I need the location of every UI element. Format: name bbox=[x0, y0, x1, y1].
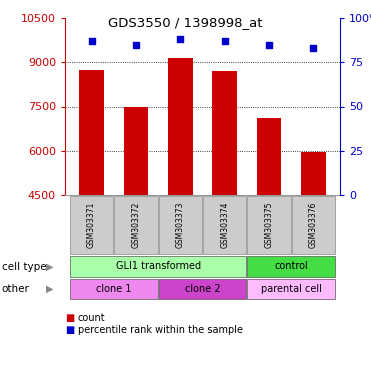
Text: GSM303372: GSM303372 bbox=[131, 202, 141, 248]
Text: GSM303374: GSM303374 bbox=[220, 202, 229, 248]
Text: ▶: ▶ bbox=[46, 284, 54, 294]
Text: parental cell: parental cell bbox=[261, 283, 322, 293]
Point bbox=[222, 38, 228, 44]
Text: GSM303376: GSM303376 bbox=[309, 202, 318, 248]
Bar bbox=[247, 195, 291, 255]
Text: GSM303375: GSM303375 bbox=[265, 202, 273, 248]
Text: percentile rank within the sample: percentile rank within the sample bbox=[78, 325, 243, 335]
Text: GLI1 transformed: GLI1 transformed bbox=[116, 261, 201, 271]
Point bbox=[311, 45, 316, 51]
Text: clone 1: clone 1 bbox=[96, 283, 132, 293]
Bar bbox=[247, 256, 335, 277]
Bar bbox=[70, 195, 114, 255]
Text: GSM303373: GSM303373 bbox=[176, 202, 185, 248]
Text: count: count bbox=[78, 313, 106, 323]
Bar bbox=[213, 71, 237, 195]
Bar bbox=[292, 195, 335, 255]
Bar bbox=[158, 195, 202, 255]
Text: ■: ■ bbox=[65, 313, 74, 323]
Bar bbox=[70, 279, 158, 299]
Bar bbox=[203, 195, 246, 255]
Text: GDS3550 / 1398998_at: GDS3550 / 1398998_at bbox=[108, 16, 263, 29]
Point bbox=[266, 41, 272, 48]
Text: cell type: cell type bbox=[2, 262, 46, 271]
Bar bbox=[301, 152, 326, 195]
Text: ■: ■ bbox=[65, 325, 74, 335]
Point bbox=[177, 36, 183, 42]
Bar bbox=[158, 279, 246, 299]
Bar bbox=[70, 256, 246, 277]
Bar bbox=[257, 118, 281, 195]
Text: GSM303371: GSM303371 bbox=[87, 202, 96, 248]
Bar bbox=[124, 106, 148, 195]
Bar bbox=[247, 279, 335, 299]
Text: other: other bbox=[2, 284, 30, 294]
Text: ▶: ▶ bbox=[46, 262, 54, 271]
Bar bbox=[79, 70, 104, 195]
Point bbox=[133, 41, 139, 48]
Bar bbox=[168, 58, 193, 195]
Text: control: control bbox=[274, 261, 308, 271]
Point bbox=[89, 38, 95, 44]
Bar bbox=[114, 195, 158, 255]
Text: clone 2: clone 2 bbox=[185, 283, 220, 293]
